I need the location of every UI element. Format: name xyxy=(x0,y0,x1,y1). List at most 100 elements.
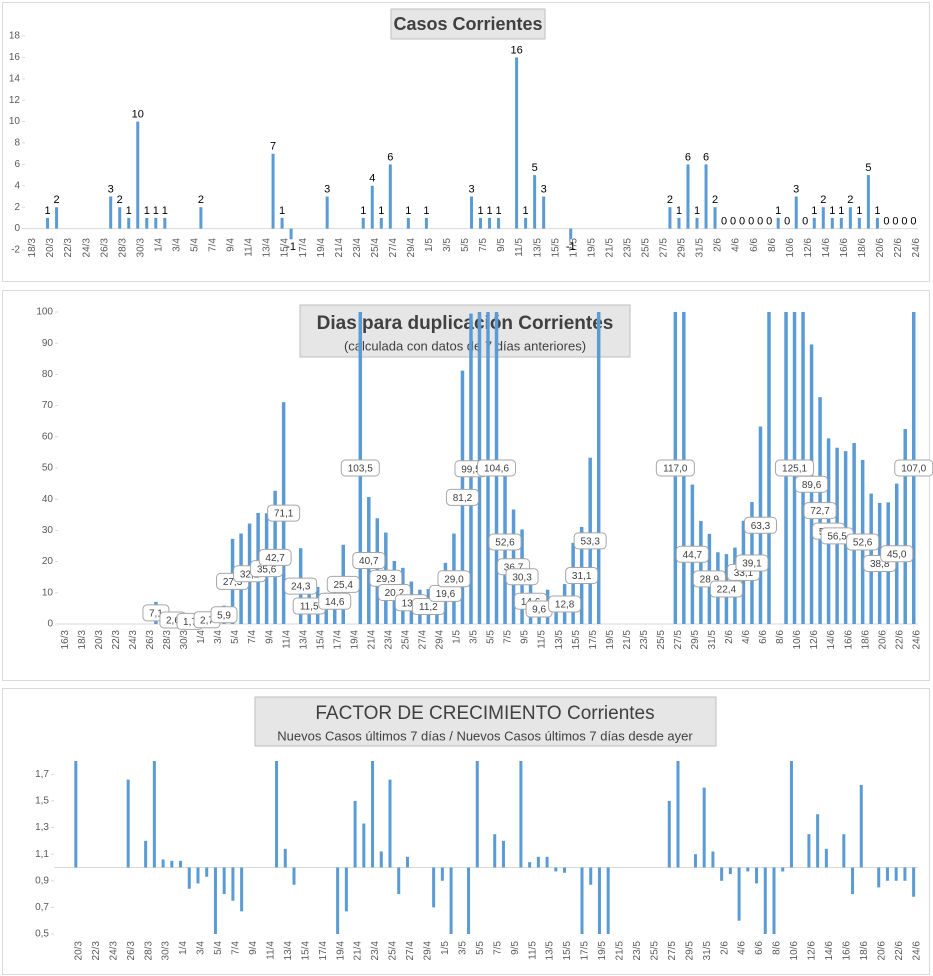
x-tick-label: 23/5 xyxy=(639,630,650,650)
bar xyxy=(379,851,383,868)
data-label: 89,6 xyxy=(802,480,822,491)
x-tick-label: 17/4 xyxy=(298,238,309,258)
x-tick-label: 7/5 xyxy=(478,238,489,252)
label-box xyxy=(743,516,777,534)
x-tick-label: 16/6 xyxy=(839,238,850,258)
data-label: 10 xyxy=(132,109,144,121)
x-tick-label: 26/3 xyxy=(145,630,156,650)
bar xyxy=(179,860,183,868)
x-tick-label: 3/5 xyxy=(457,941,468,955)
y-tick-label: 70 xyxy=(42,400,54,411)
bar xyxy=(789,761,793,868)
x-tick-label: 9/4 xyxy=(226,238,237,252)
bar xyxy=(362,823,366,868)
y-tick-label: 0 xyxy=(47,619,53,630)
x-tick-label: 3/4 xyxy=(213,630,224,644)
x-tick-label: 3/4 xyxy=(171,238,182,252)
bar xyxy=(213,867,217,934)
bar xyxy=(379,217,383,229)
bar xyxy=(449,867,453,934)
x-tick-label: 7/5 xyxy=(503,630,514,644)
data-label: 29,0 xyxy=(444,574,464,585)
chart-title: FACTOR DE CRECIMIENTO Corrientes xyxy=(315,703,654,724)
x-tick-label: 25/4 xyxy=(388,941,399,961)
x-tick-label: 24/6 xyxy=(911,630,922,650)
data-label: 1 xyxy=(694,205,700,217)
bar xyxy=(486,312,490,624)
data-label: 63,3 xyxy=(751,521,771,532)
bar xyxy=(794,196,798,229)
x-tick-label: 21/5 xyxy=(622,630,633,650)
bar xyxy=(440,867,444,881)
bar xyxy=(776,217,780,229)
data-label: 53,3 xyxy=(580,536,600,547)
bar xyxy=(477,312,482,624)
bar xyxy=(807,834,811,868)
bar xyxy=(737,867,741,921)
data-label: 0 xyxy=(748,216,754,228)
data-label: 1 xyxy=(162,205,168,217)
bar xyxy=(424,217,428,229)
label-box xyxy=(340,459,380,477)
x-tick-label: 7/4 xyxy=(231,941,242,955)
y-tick-label: 50 xyxy=(42,463,54,474)
bar xyxy=(569,228,573,240)
x-tick-label: 18/6 xyxy=(857,238,868,258)
bar xyxy=(524,217,528,229)
bar xyxy=(55,207,59,229)
y-tick-label: 10 xyxy=(42,587,54,598)
data-label: -1 xyxy=(566,241,576,253)
bar xyxy=(851,867,855,895)
bar xyxy=(704,164,708,229)
data-label: 14,6 xyxy=(325,597,345,608)
bar xyxy=(519,761,523,868)
x-tick-label: 29/5 xyxy=(690,630,701,650)
data-label: 52,6 xyxy=(853,538,873,549)
bar xyxy=(292,867,296,885)
x-tick-label: 19/4 xyxy=(335,941,346,961)
label-box xyxy=(565,566,599,584)
y-tick-label: 100 xyxy=(36,307,53,318)
data-label: 2,6 xyxy=(166,616,180,627)
x-tick-label: 26/3 xyxy=(99,238,110,258)
x-tick-label: 9/5 xyxy=(510,941,521,955)
x-tick-label: 3/5 xyxy=(469,630,480,644)
x-tick-label: 2/6 xyxy=(719,941,730,955)
data-label: 0 xyxy=(910,216,916,228)
data-label: 22,4 xyxy=(717,585,737,596)
data-label: 0 xyxy=(883,216,889,228)
x-tick-label: 17/4 xyxy=(332,630,343,650)
label-box xyxy=(735,554,769,572)
bar xyxy=(877,867,881,888)
x-tick-label: 5/4 xyxy=(230,630,241,644)
bar xyxy=(695,217,699,229)
bar xyxy=(830,217,834,229)
data-label: 35,6 xyxy=(257,564,277,575)
data-label: 2 xyxy=(198,194,204,206)
data-label: 5 xyxy=(532,162,538,174)
x-tick-label: 21/5 xyxy=(615,941,626,961)
bar xyxy=(144,840,148,868)
data-label: 11,2 xyxy=(419,602,438,613)
data-label: 56,5 xyxy=(827,532,847,543)
x-tick-label: 14/6 xyxy=(821,238,832,258)
x-tick-label: 20/3 xyxy=(73,941,84,961)
data-label: 25,4 xyxy=(334,580,354,591)
data-label: 1 xyxy=(856,205,862,217)
label-box xyxy=(775,459,815,477)
bar xyxy=(497,217,501,229)
title-box xyxy=(299,304,631,358)
data-label: -1 xyxy=(286,241,296,253)
x-tick-label: 26/3 xyxy=(126,941,137,961)
y-tick-label: 0,7 xyxy=(35,902,49,913)
bar xyxy=(475,761,479,868)
data-label: 27,3 xyxy=(223,577,243,588)
x-tick-label: 4/6 xyxy=(731,238,742,252)
bar xyxy=(405,856,409,868)
x-tick-label: 9/4 xyxy=(264,630,275,644)
x-tick-label: 13/5 xyxy=(554,630,565,650)
y-tick-label: 1,5 xyxy=(35,796,49,807)
data-label: 0 xyxy=(757,216,763,228)
bar xyxy=(903,867,907,881)
x-tick-label: 20/6 xyxy=(876,941,887,961)
